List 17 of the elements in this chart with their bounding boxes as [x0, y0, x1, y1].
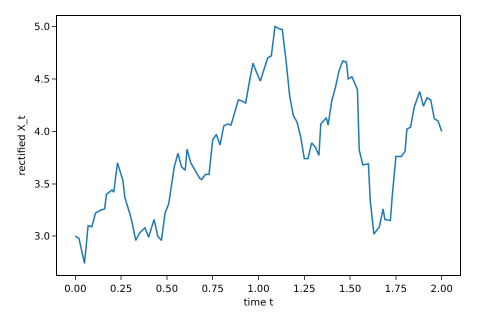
y-tick-label: 4.5	[34, 74, 50, 86]
x-tick-label: 0.00	[64, 284, 86, 295]
y-tick-label: 3.5	[34, 179, 50, 190]
y-tick-label: 3.0	[34, 232, 50, 243]
x-tick-label: 0.50	[156, 284, 178, 295]
y-tick-label: 4.0	[34, 126, 50, 138]
x-tick-label: 0.25	[110, 284, 132, 295]
x-tick-label: 1.50	[338, 284, 362, 295]
x-tick-label: 0.75	[202, 284, 224, 295]
x-tick-label: 1.00	[247, 284, 270, 295]
x-tick-label: 1.75	[384, 284, 408, 295]
y-tick-label: 5.0	[34, 22, 50, 33]
line-series	[74, 26, 442, 264]
y-axis-title: rectified X_t	[17, 115, 28, 176]
x-axis-title: time t	[244, 298, 274, 308]
x-tick-label: 1.25	[293, 284, 316, 295]
x-tick-label: 2.00	[430, 284, 453, 295]
